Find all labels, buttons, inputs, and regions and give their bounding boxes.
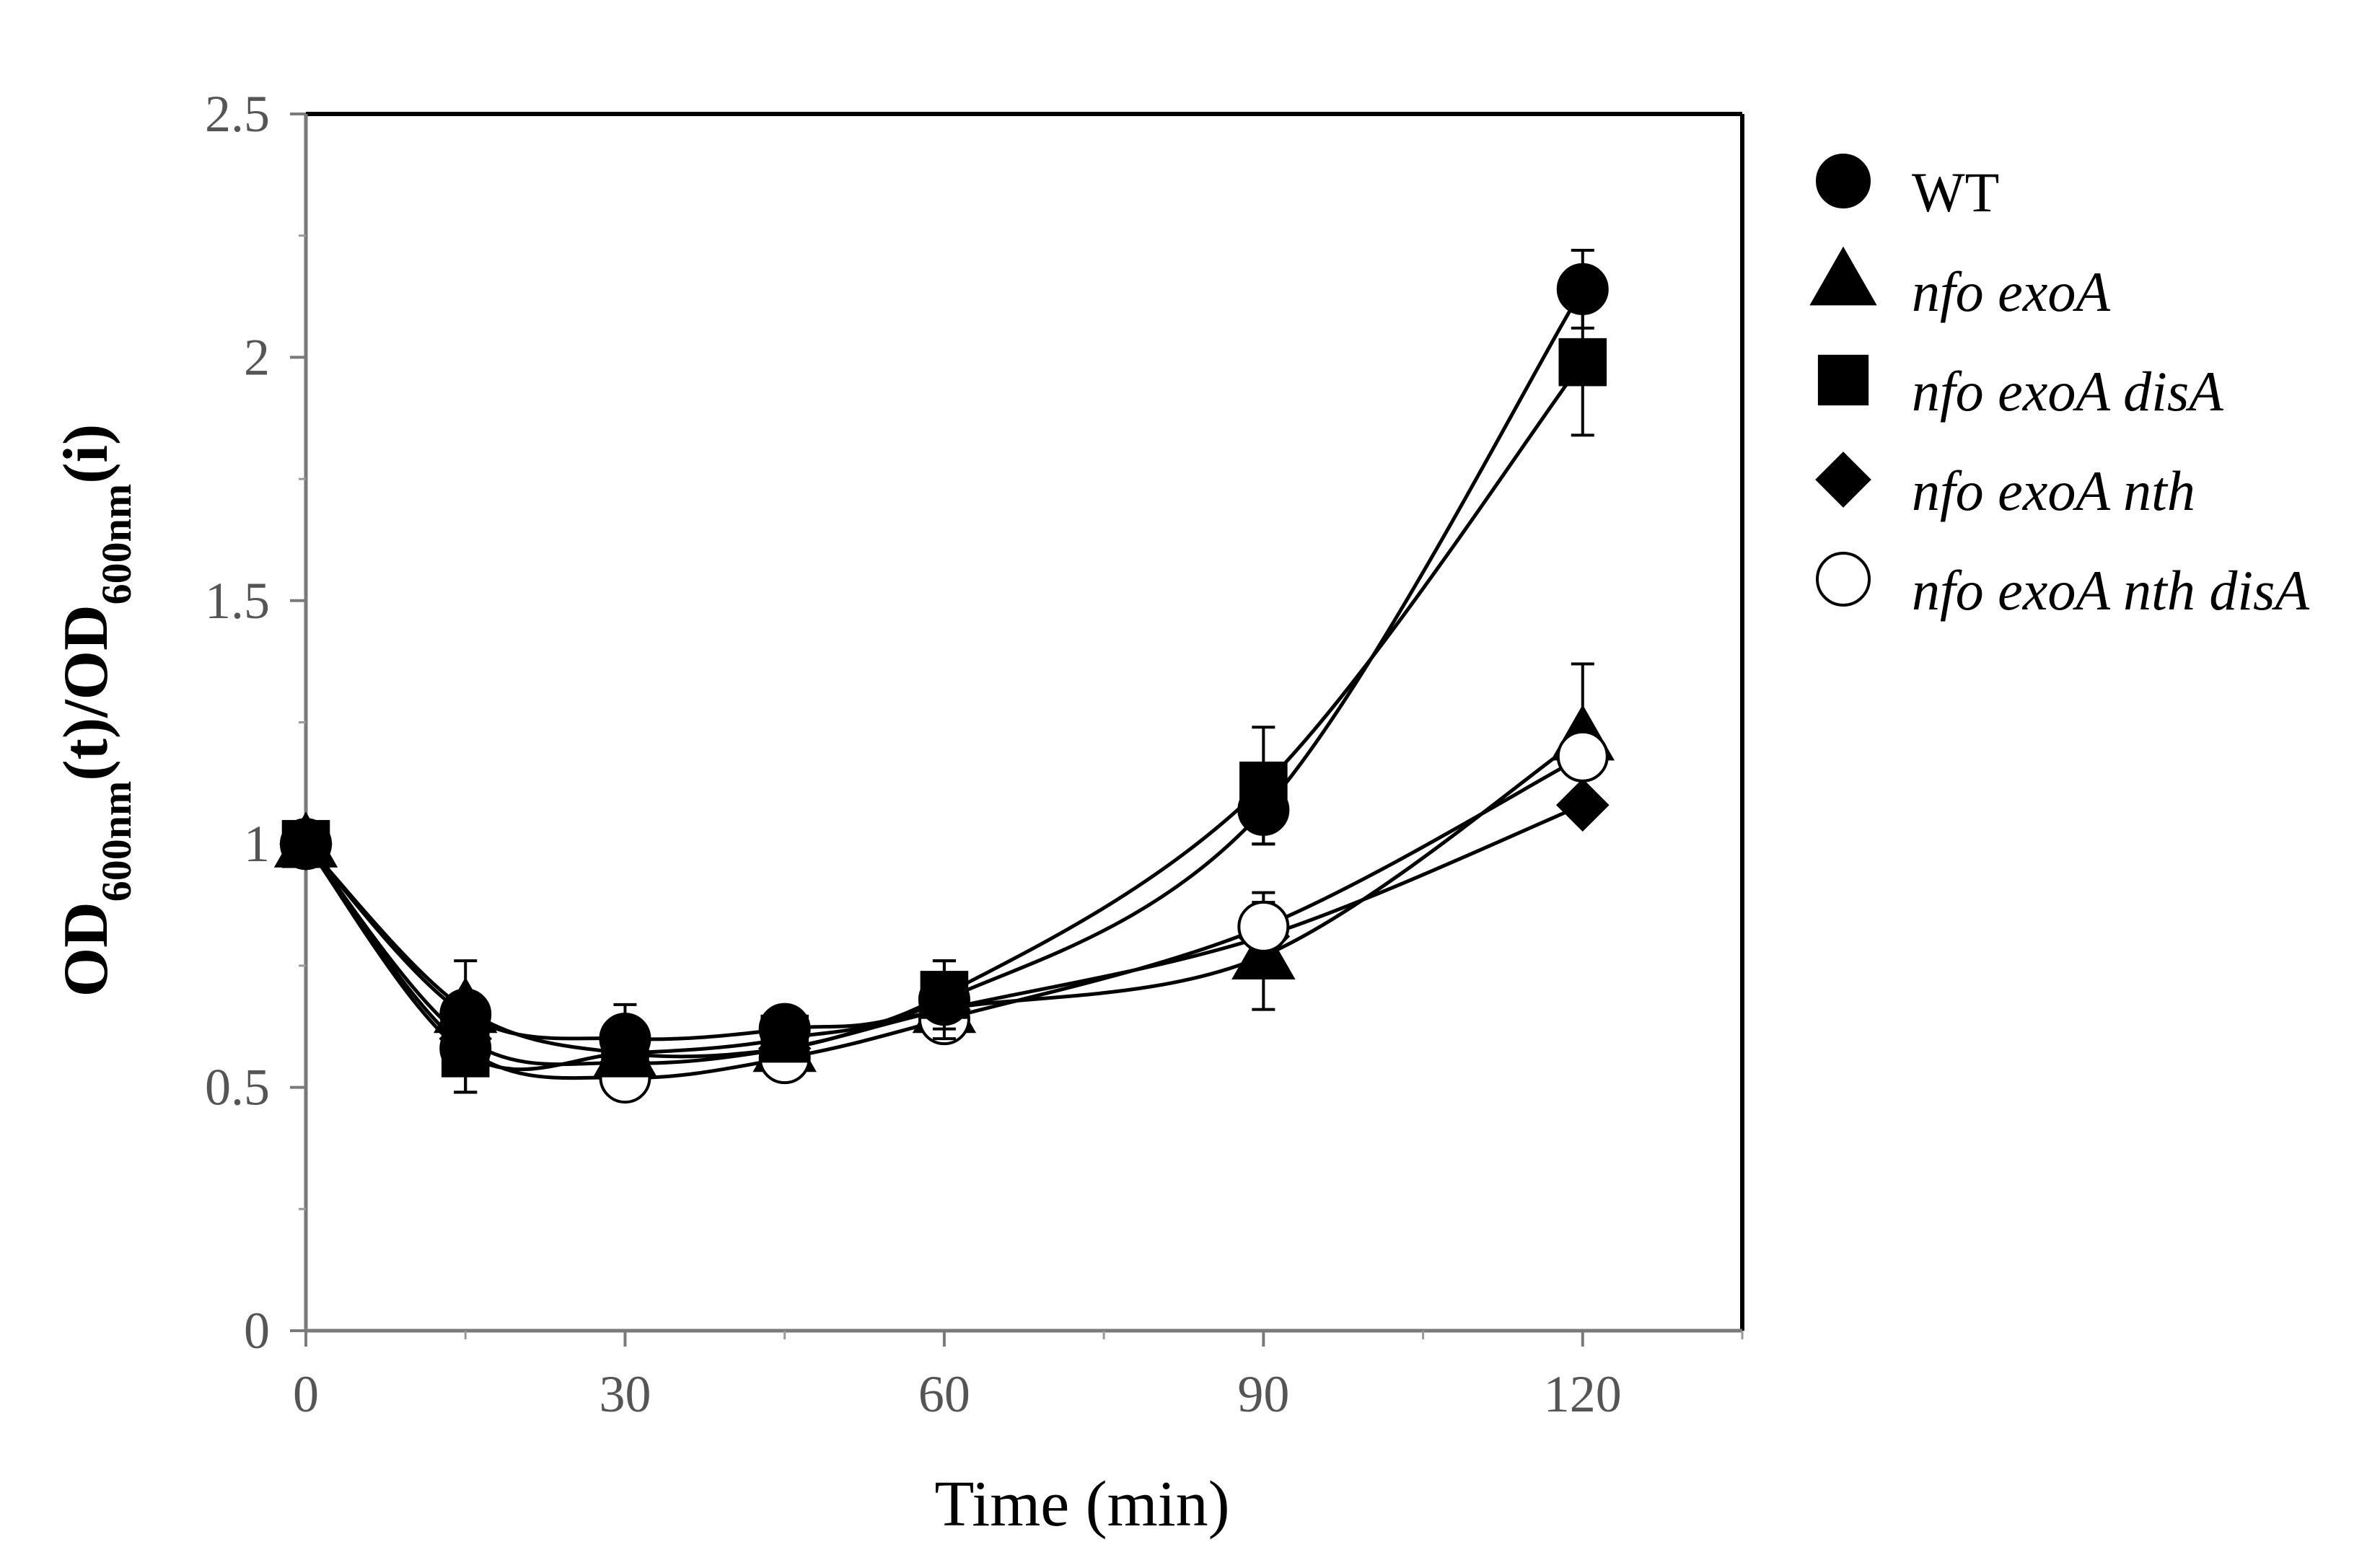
legend-marker-nfo-exoa-disa (1817, 354, 1869, 406)
y-tick-label: 2 (244, 328, 270, 386)
data-point-wt (1556, 263, 1609, 315)
data-point-nfo-exoa-disa (1558, 338, 1607, 387)
data-point-nfo-exoa-nth-disa (1237, 900, 1290, 953)
data-point-wt (758, 1003, 811, 1055)
y-tick-label: 1.5 (205, 572, 270, 630)
x-tick-label: 120 (1544, 1365, 1622, 1423)
legend-label-nfo-exoa-nth: nfo exoA nth (1912, 459, 2195, 522)
legend-label-nfo-exoa-nth-disa: nfo exoA nth disA (1912, 559, 2309, 622)
y-axis-title: OD600nm(t)/OD600nm(i) (51, 424, 140, 997)
y-tick-label: 2.5 (205, 85, 270, 143)
y-tick-label: 0.5 (205, 1059, 270, 1116)
legend-label-nfo-exoa-disa: nfo exoA disA (1912, 360, 2223, 423)
data-point-wt (280, 818, 332, 871)
legend-label-wt: WT (1912, 161, 1999, 224)
legend-marker-nfo-exoa (1809, 246, 1877, 306)
legend: WT nfo exoA nfo exoA disA nfo exoA nth nfo e… (1809, 154, 2309, 622)
legend-label-nfo-exoa: nfo exoA (1912, 260, 2110, 323)
series-layer (273, 248, 1615, 1104)
legend-marker-nfo-exoa-nth (1815, 451, 1871, 508)
legend-item-nfo-exoa-disa: nfo exoA disA (1817, 354, 2223, 423)
x-tick-label: 0 (293, 1365, 319, 1423)
legend-item-nfo-exoa-nth-disa: nfo exoA nth disA (1816, 552, 2309, 622)
data-point-nfo-exoa-nth-disa (1556, 730, 1609, 783)
y-tick-label: 1 (244, 815, 270, 873)
data-point-wt (1237, 783, 1290, 836)
x-axis: 0 30 60 90 120 (293, 1331, 1744, 1423)
x-tick-label: 90 (1237, 1365, 1289, 1423)
legend-item-nfo-exoa: nfo exoA (1809, 246, 2110, 323)
y-tick-label: 0 (244, 1302, 270, 1360)
legend-marker-nfo-exoa-nth-disa (1816, 552, 1871, 607)
data-point-wt (918, 974, 970, 1026)
series-wt (280, 248, 1609, 1075)
legend-item-wt: WT (1816, 154, 1999, 224)
data-point-wt (439, 988, 492, 1041)
legend-marker-wt (1816, 154, 1871, 208)
x-tick-label: 30 (599, 1365, 651, 1423)
legend-item-nfo-exoa-nth: nfo exoA nth (1815, 451, 2195, 522)
x-tick-label: 60 (918, 1365, 970, 1423)
data-point-nfo-exoa-nth (1555, 778, 1610, 832)
data-point-wt (599, 1013, 651, 1065)
x-axis-title: Time (min) (934, 1468, 1229, 1540)
